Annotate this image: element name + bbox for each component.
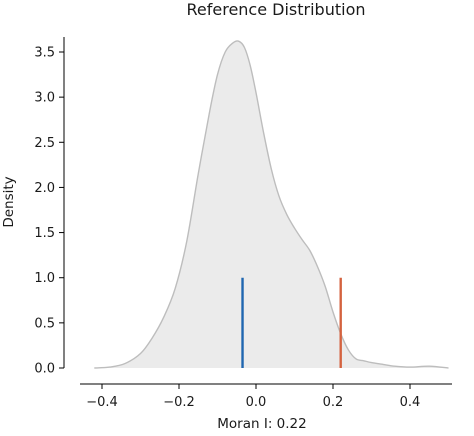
x-axis-label: Moran I: 0.22 <box>217 416 306 432</box>
density-area <box>94 40 449 368</box>
y-tick-label: 3.0 <box>34 91 55 106</box>
x-tick-label: 0.0 <box>246 395 267 410</box>
x-tick-label: 0.4 <box>400 395 421 410</box>
chart-title: Reference Distribution <box>187 0 366 19</box>
x-tick-label: −0.4 <box>86 395 118 410</box>
plot-area <box>94 40 449 369</box>
y-tick-label: 3.5 <box>34 46 55 61</box>
y-tick-label: 1.0 <box>34 271 55 286</box>
density-curve <box>94 40 449 369</box>
y-axis-ticks: 0.0 0.5 1.0 1.5 2.0 2.5 3.0 3.5 <box>34 46 64 377</box>
y-tick-label: 1.5 <box>34 226 55 241</box>
x-axis-ticks: −0.4 −0.2 0.0 0.2 0.4 <box>86 384 420 410</box>
y-tick-label: 0.0 <box>34 362 55 377</box>
y-axis-label: Density <box>1 176 17 227</box>
y-tick-label: 0.5 <box>34 316 55 331</box>
x-tick-label: −0.2 <box>163 395 195 410</box>
y-tick-label: 2.0 <box>34 181 55 196</box>
y-tick-label: 2.5 <box>34 136 55 151</box>
x-tick-label: 0.2 <box>323 395 344 410</box>
